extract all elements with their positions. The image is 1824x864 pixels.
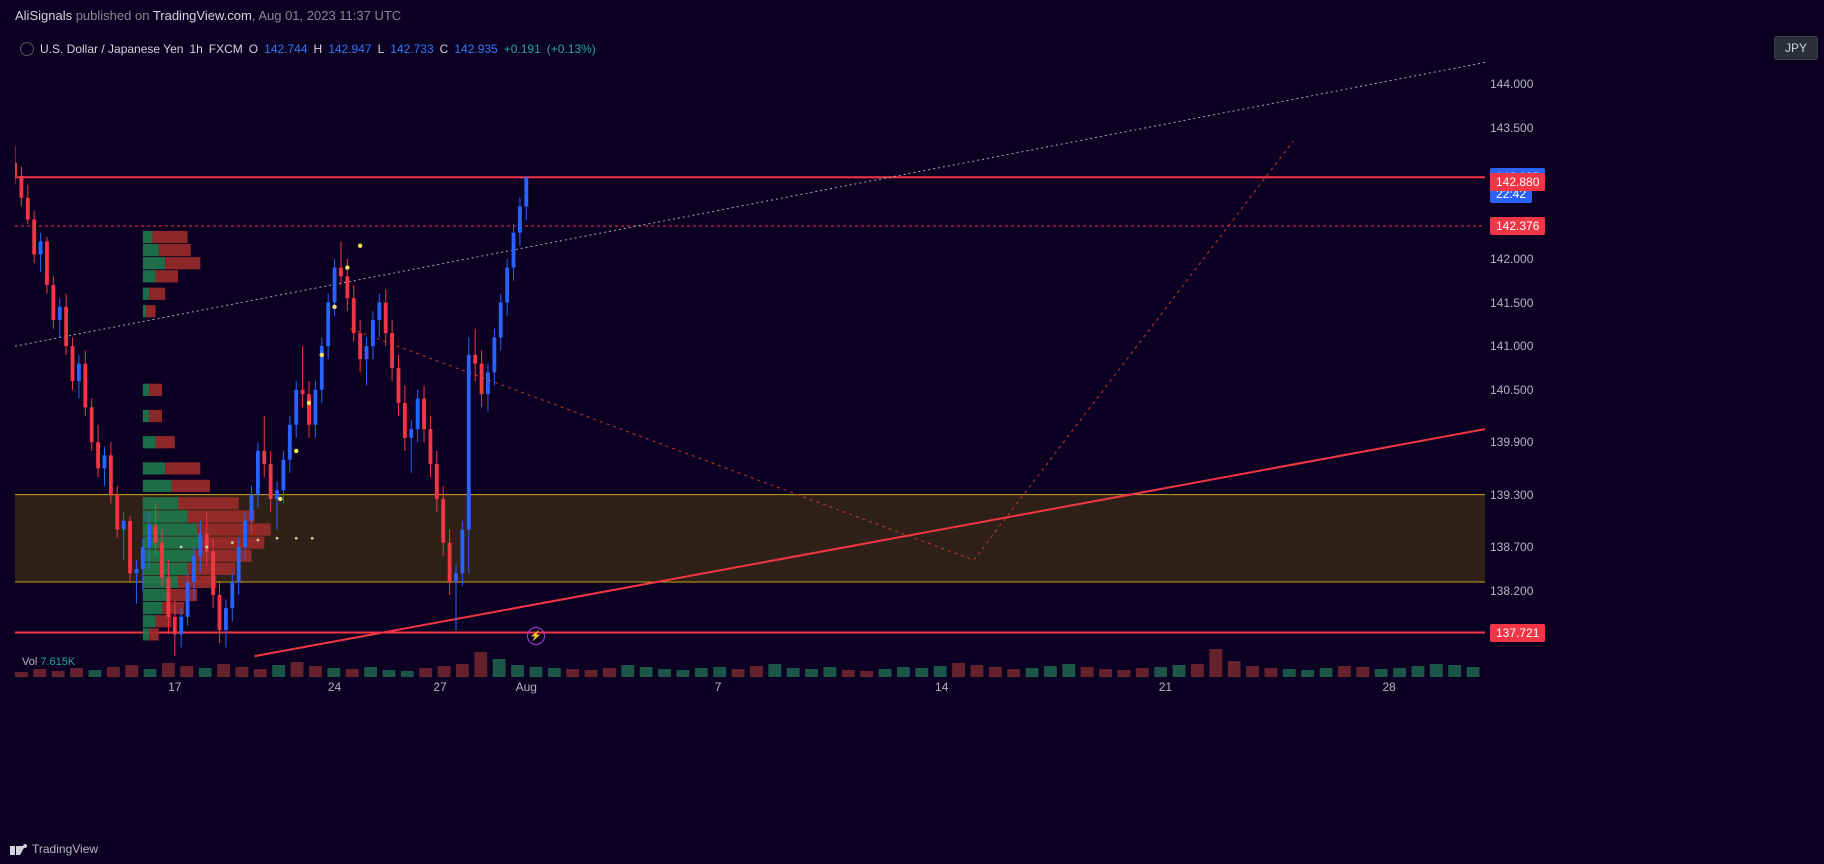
timeframe[interactable]: 1h	[189, 42, 202, 56]
volume-label: Vol 7.615K	[22, 656, 75, 668]
price-chart[interactable]	[15, 58, 1485, 678]
y-axis[interactable]: 144.000 143.500 142.000 141.500 141.000 140.5…	[1490, 30, 1560, 710]
x-tick: 27	[433, 680, 446, 694]
x-tick: 21	[1159, 680, 1172, 694]
y-tick: 138.700	[1490, 540, 1533, 554]
symbol-ohlc-line: U.S. Dollar / Japanese Yen 1h FXCM O142.…	[20, 42, 596, 56]
price-label: 137.721	[1490, 624, 1545, 642]
site: TradingView.com	[153, 8, 252, 23]
volume-value: 7.615K	[40, 656, 75, 668]
change-abs: +0.191	[504, 42, 541, 56]
ohlc-high: 142.947	[328, 42, 371, 56]
y-tick: 139.300	[1490, 488, 1533, 502]
tradingview-icon	[10, 843, 28, 855]
x-tick: Aug	[516, 680, 537, 694]
change-pct: (+0.13%)	[547, 42, 596, 56]
ohlc-low: 142.733	[390, 42, 433, 56]
broker: FXCM	[209, 42, 243, 56]
y-tick: 138.200	[1490, 584, 1533, 598]
y-tick: 140.500	[1490, 383, 1533, 397]
symbol-circle-icon	[20, 42, 34, 56]
timestamp: Aug 01, 2023 11:37 UTC	[258, 8, 401, 23]
y-tick: 141.000	[1490, 339, 1533, 353]
bar-replay-icon[interactable]: ⚡	[527, 627, 545, 645]
ohlc-close: 142.935	[454, 42, 497, 56]
footer-logo[interactable]: TradingView	[10, 842, 98, 856]
x-tick: 7	[715, 680, 722, 694]
x-tick: 17	[168, 680, 181, 694]
x-tick: 14	[935, 680, 948, 694]
y-tick: 144.000	[1490, 77, 1533, 91]
y-tick: 141.500	[1490, 296, 1533, 310]
y-tick: 139.900	[1490, 435, 1533, 449]
author: AliSignals	[15, 8, 72, 23]
price-label: 142.376	[1490, 217, 1545, 235]
x-axis[interactable]: 17 24 27 Aug 7 14 21 28	[15, 680, 1485, 700]
y-tick: 143.500	[1490, 121, 1533, 135]
x-tick: 24	[328, 680, 341, 694]
x-tick: 28	[1382, 680, 1395, 694]
ohlc-open: 142.744	[264, 42, 307, 56]
price-label: 142.880	[1490, 173, 1545, 191]
attribution-line: AliSignals published on TradingView.com,…	[15, 8, 401, 23]
y-tick: 142.000	[1490, 252, 1533, 266]
symbol-name[interactable]: U.S. Dollar / Japanese Yen	[40, 42, 183, 56]
currency-button[interactable]: JPY	[1774, 36, 1818, 60]
